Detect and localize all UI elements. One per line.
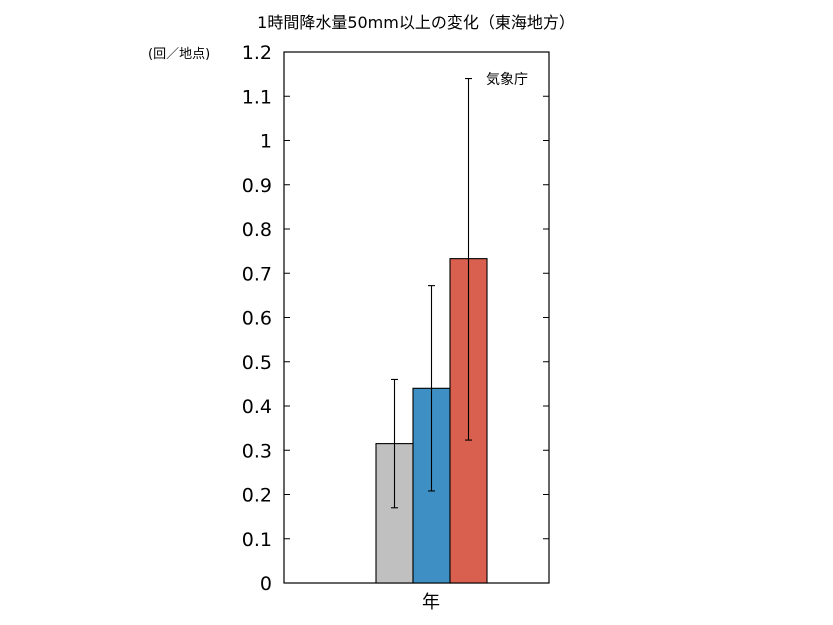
y-tick-label: 0.2: [242, 485, 272, 507]
y-tick-label: 1.1: [242, 86, 272, 108]
y-tick-label: 0.1: [242, 529, 272, 551]
y-tick-label: 0.9: [242, 175, 272, 197]
source-annotation: 気象庁: [486, 72, 528, 88]
y-tick-label: 0.8: [242, 219, 272, 241]
y-tick-label: 0: [260, 573, 272, 595]
y-tick-label: 0.7: [242, 263, 272, 285]
y-tick-label: 1: [260, 131, 272, 153]
y-tick-label: 0.4: [242, 396, 272, 418]
y-tick-label: 1.2: [242, 42, 272, 64]
y-tick-label: 0.3: [242, 440, 272, 462]
error-bars: [391, 78, 472, 509]
y-tick-label: 0.6: [242, 308, 272, 330]
y-axis: 0 0.1 0.2 0.3 0.4 0.5 0.6 0.7 0.8 0.9 1 1.1 1.2: [242, 42, 549, 595]
y-axis-unit-label: (回／地点): [148, 47, 210, 62]
chart-title: 1時間降水量50mm以上の変化（東海地方）: [257, 13, 575, 32]
x-category-label: 年: [422, 592, 440, 613]
y-tick-label: 0.5: [242, 352, 272, 374]
